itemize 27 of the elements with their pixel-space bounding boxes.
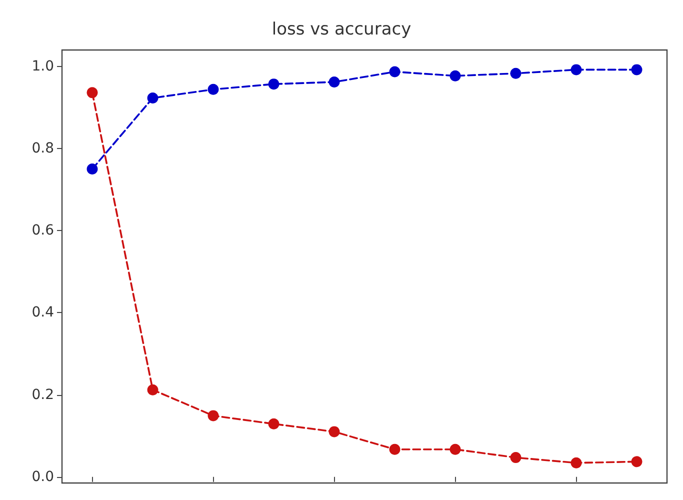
point <box>268 418 280 430</box>
point <box>86 87 98 98</box>
point <box>631 64 642 76</box>
point <box>328 426 340 438</box>
y-tick-label: 1.0 <box>32 58 54 74</box>
y-tick-label: 0.0 <box>32 468 54 485</box>
point <box>570 457 582 468</box>
point <box>570 64 582 76</box>
point <box>389 66 400 78</box>
point <box>328 76 340 88</box>
point <box>147 384 158 396</box>
point <box>86 164 98 175</box>
y-tick-label: 0.2 <box>32 386 54 403</box>
chart-title: loss vs accuracy <box>272 20 412 40</box>
point <box>208 84 219 95</box>
point <box>510 68 522 79</box>
point <box>147 92 158 104</box>
point <box>450 444 461 455</box>
point <box>510 452 522 464</box>
point <box>268 78 280 90</box>
y-tick-label: 0.6 <box>32 222 54 239</box>
y-tick-label: 0.4 <box>32 304 54 321</box>
point <box>208 410 219 422</box>
y-tick-label: 0.8 <box>32 140 54 156</box>
point <box>631 456 642 468</box>
point <box>389 444 400 455</box>
point <box>450 70 461 82</box>
